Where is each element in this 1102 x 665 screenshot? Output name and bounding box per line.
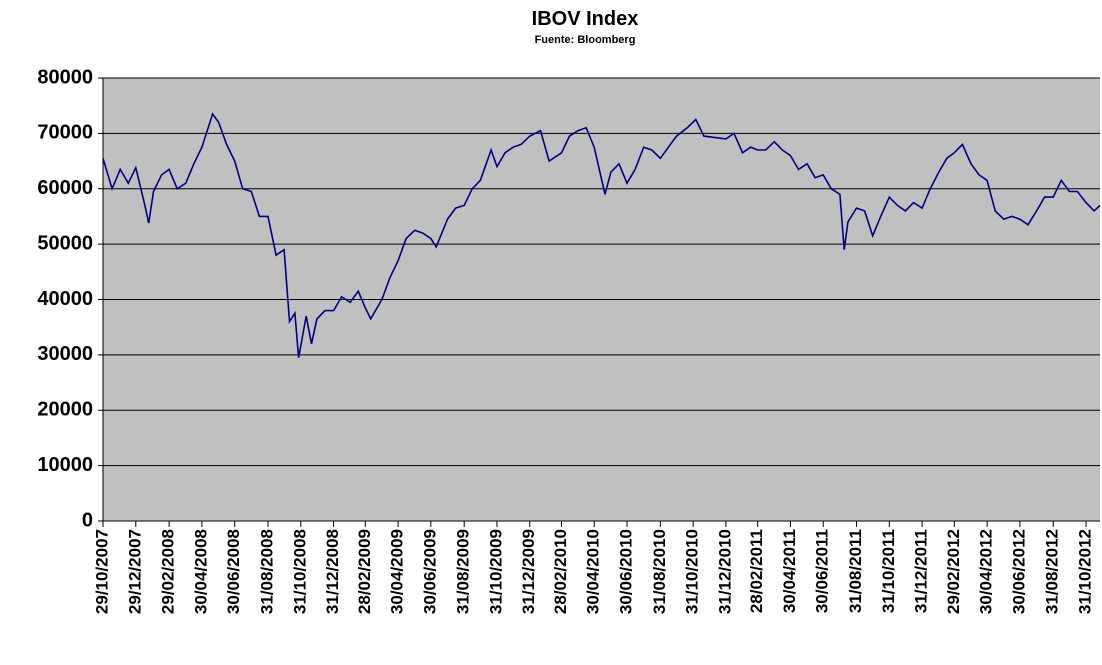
x-tick-label: 31/12/2011 xyxy=(912,529,931,613)
x-tick-label: 31/10/2009 xyxy=(486,529,505,614)
y-tick-label: 50000 xyxy=(37,232,93,254)
x-tick-label: 29/10/2007 xyxy=(92,529,111,614)
x-tick-label: 31/08/2011 xyxy=(846,529,865,613)
x-tick-label: 30/04/2010 xyxy=(584,529,603,614)
index-line xyxy=(102,112,1101,358)
chart-title: IBOV Index xyxy=(532,8,639,30)
y-tick-label: 60000 xyxy=(37,177,93,199)
x-tick-label: 30/04/2008 xyxy=(191,529,210,614)
x-tick-label: 28/02/2010 xyxy=(551,529,570,614)
x-tick-label: 31/08/2010 xyxy=(650,529,669,614)
x-tick-label: 30/06/2010 xyxy=(617,529,636,614)
y-tick-label: 20000 xyxy=(37,399,93,421)
x-tick-label: 31/08/2012 xyxy=(1043,529,1062,614)
x-tick-label: 31/12/2009 xyxy=(519,529,538,614)
y-tick-label: 0 xyxy=(82,509,93,531)
x-tick-label: 31/08/2009 xyxy=(454,529,473,614)
x-tick-label: 30/04/2009 xyxy=(388,529,407,614)
x-tick-label: 28/02/2011 xyxy=(747,529,766,613)
x-tick-label: 30/06/2011 xyxy=(813,529,832,613)
x-tick-label: 31/08/2008 xyxy=(257,529,276,614)
x-tick-label: 30/06/2009 xyxy=(420,529,439,614)
y-tick-label: 30000 xyxy=(37,343,93,365)
x-tick-label: 28/02/2009 xyxy=(355,529,374,614)
y-tick-label: 10000 xyxy=(37,454,93,476)
y-tick-label: 70000 xyxy=(37,122,93,144)
x-tick-label: 31/10/2010 xyxy=(683,529,702,614)
x-tick-label: 31/10/2008 xyxy=(290,529,309,614)
x-tick-label: 31/10/2012 xyxy=(1076,529,1095,614)
x-tick-label: 31/10/2011 xyxy=(879,529,898,613)
x-tick-label: 30/06/2012 xyxy=(1009,529,1028,614)
x-tick-label: 30/04/2012 xyxy=(977,529,996,614)
x-tick-label: 31/12/2008 xyxy=(323,529,342,614)
y-tick-label: 40000 xyxy=(37,288,93,310)
x-tick-label: 29/02/2012 xyxy=(944,529,963,614)
x-tick-label: 29/12/2007 xyxy=(125,529,144,614)
x-tick-label: 31/12/2010 xyxy=(715,529,734,614)
x-tick-label: 30/04/2011 xyxy=(780,529,799,613)
y-tick-label: 80000 xyxy=(37,66,93,88)
chart-subtitle: Fuente: Bloomberg xyxy=(535,34,636,46)
x-tick-label: 30/06/2008 xyxy=(224,529,243,614)
x-tick-label: 29/02/2008 xyxy=(159,529,178,614)
